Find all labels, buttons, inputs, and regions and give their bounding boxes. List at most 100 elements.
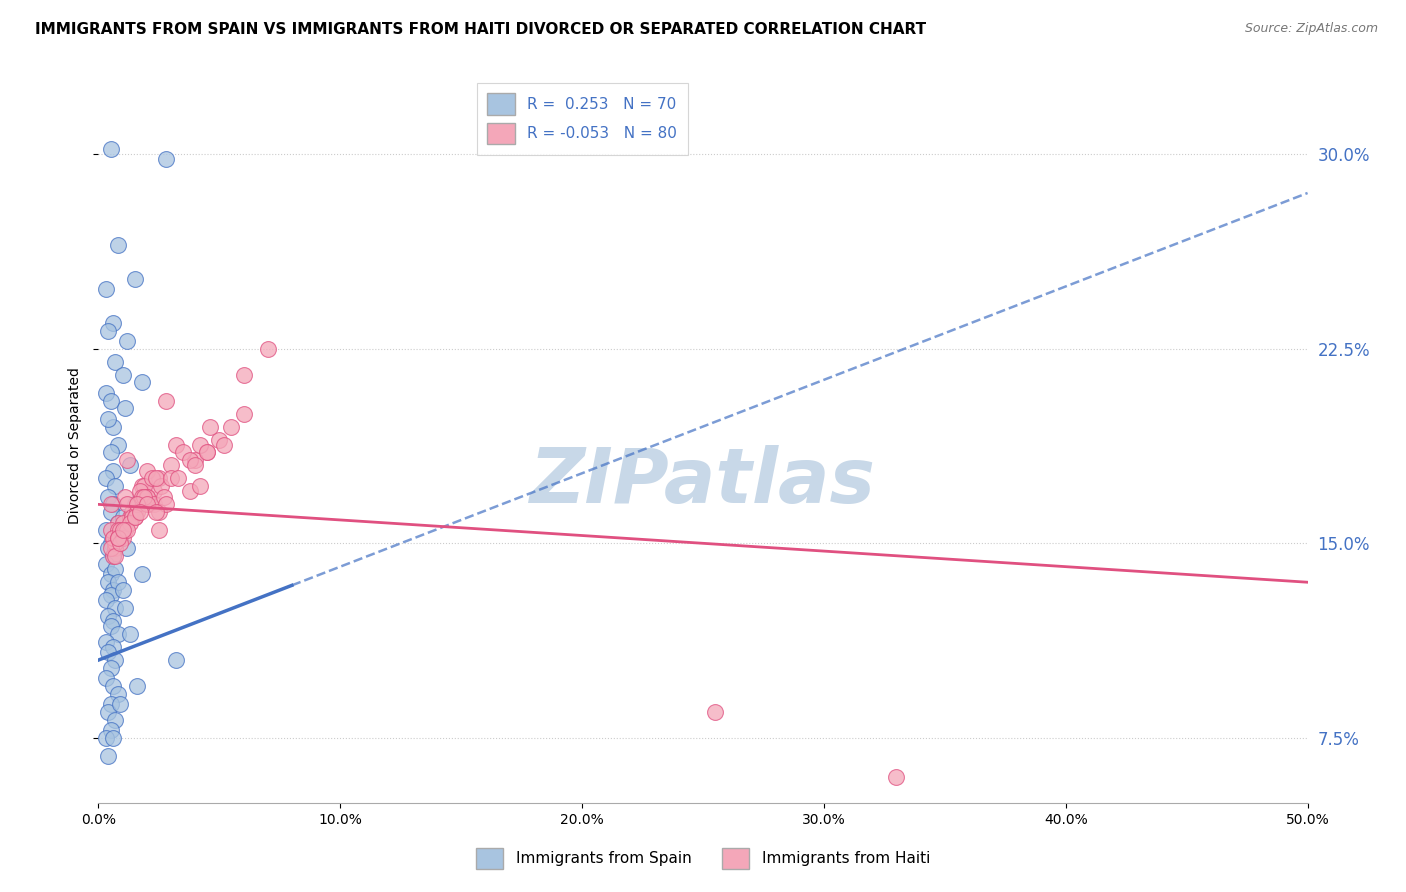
Point <box>100 541 122 556</box>
Point <box>100 536 122 550</box>
Point <box>94 593 117 607</box>
Point <box>114 401 136 416</box>
Point <box>100 393 122 408</box>
Point <box>100 505 122 519</box>
Point <box>94 471 117 485</box>
Point <box>127 497 149 511</box>
Point <box>107 238 129 252</box>
Point <box>104 562 127 576</box>
Point <box>108 531 131 545</box>
Point <box>188 438 211 452</box>
Point <box>97 609 120 624</box>
Point <box>117 334 139 348</box>
Point <box>135 497 157 511</box>
Point <box>101 464 124 478</box>
Point <box>111 524 134 538</box>
Point <box>145 471 167 485</box>
Point <box>138 497 160 511</box>
Point <box>104 601 127 615</box>
Point <box>104 541 127 556</box>
Point <box>135 490 157 504</box>
Point <box>104 653 127 667</box>
Point <box>886 770 908 784</box>
Point <box>107 687 129 701</box>
Point <box>111 531 134 545</box>
Point <box>107 516 129 530</box>
Point <box>107 575 129 590</box>
Point <box>104 354 127 368</box>
Point <box>94 671 117 685</box>
Point <box>111 516 134 530</box>
Point <box>94 282 117 296</box>
Point <box>117 453 139 467</box>
Point <box>104 549 127 564</box>
Point <box>97 705 120 719</box>
Point <box>155 497 177 511</box>
Point <box>117 541 139 556</box>
Point <box>188 479 211 493</box>
Point <box>101 549 124 564</box>
Point <box>128 484 150 499</box>
Point <box>134 490 156 504</box>
Point <box>114 601 136 615</box>
Point <box>97 490 120 504</box>
Point <box>97 575 120 590</box>
Point <box>195 445 218 459</box>
Point <box>148 505 170 519</box>
Point <box>127 679 149 693</box>
Point <box>127 497 149 511</box>
Point <box>121 510 143 524</box>
Point <box>94 557 117 571</box>
Point <box>184 453 207 467</box>
Point <box>111 524 134 538</box>
Point <box>143 484 166 499</box>
Point <box>100 697 122 711</box>
Point <box>704 705 727 719</box>
Point <box>118 510 141 524</box>
Point <box>107 438 129 452</box>
Point <box>108 524 131 538</box>
Point <box>128 505 150 519</box>
Point <box>148 471 170 485</box>
Text: Source: ZipAtlas.com: Source: ZipAtlas.com <box>1244 22 1378 36</box>
Point <box>221 419 243 434</box>
Point <box>160 471 183 485</box>
Text: IMMIGRANTS FROM SPAIN VS IMMIGRANTS FROM HAITI DIVORCED OR SEPARATED CORRELATION: IMMIGRANTS FROM SPAIN VS IMMIGRANTS FROM… <box>35 22 927 37</box>
Point <box>107 531 129 545</box>
Point <box>143 497 166 511</box>
Point <box>124 510 146 524</box>
Point <box>124 271 146 285</box>
Point <box>212 438 235 452</box>
Point <box>100 588 122 602</box>
Point <box>150 479 173 493</box>
Point <box>107 516 129 530</box>
Point <box>107 524 129 538</box>
Point <box>232 407 254 421</box>
Point <box>160 458 183 473</box>
Point <box>124 505 146 519</box>
Point <box>101 531 124 545</box>
Point <box>114 524 136 538</box>
Point <box>165 653 187 667</box>
Point <box>104 713 127 727</box>
Point <box>97 749 120 764</box>
Point <box>127 505 149 519</box>
Point <box>100 142 122 156</box>
Point <box>101 497 124 511</box>
Point <box>101 731 124 745</box>
Point <box>100 723 122 738</box>
Point <box>100 445 122 459</box>
Point <box>108 697 131 711</box>
Point <box>94 731 117 745</box>
Point <box>184 458 207 473</box>
Point <box>100 661 122 675</box>
Point <box>124 510 146 524</box>
Point <box>100 567 122 582</box>
Point <box>94 385 117 400</box>
Point <box>131 376 153 390</box>
Point <box>134 479 156 493</box>
Point <box>131 490 153 504</box>
Point <box>179 453 201 467</box>
Point <box>100 497 122 511</box>
Point <box>195 445 218 459</box>
